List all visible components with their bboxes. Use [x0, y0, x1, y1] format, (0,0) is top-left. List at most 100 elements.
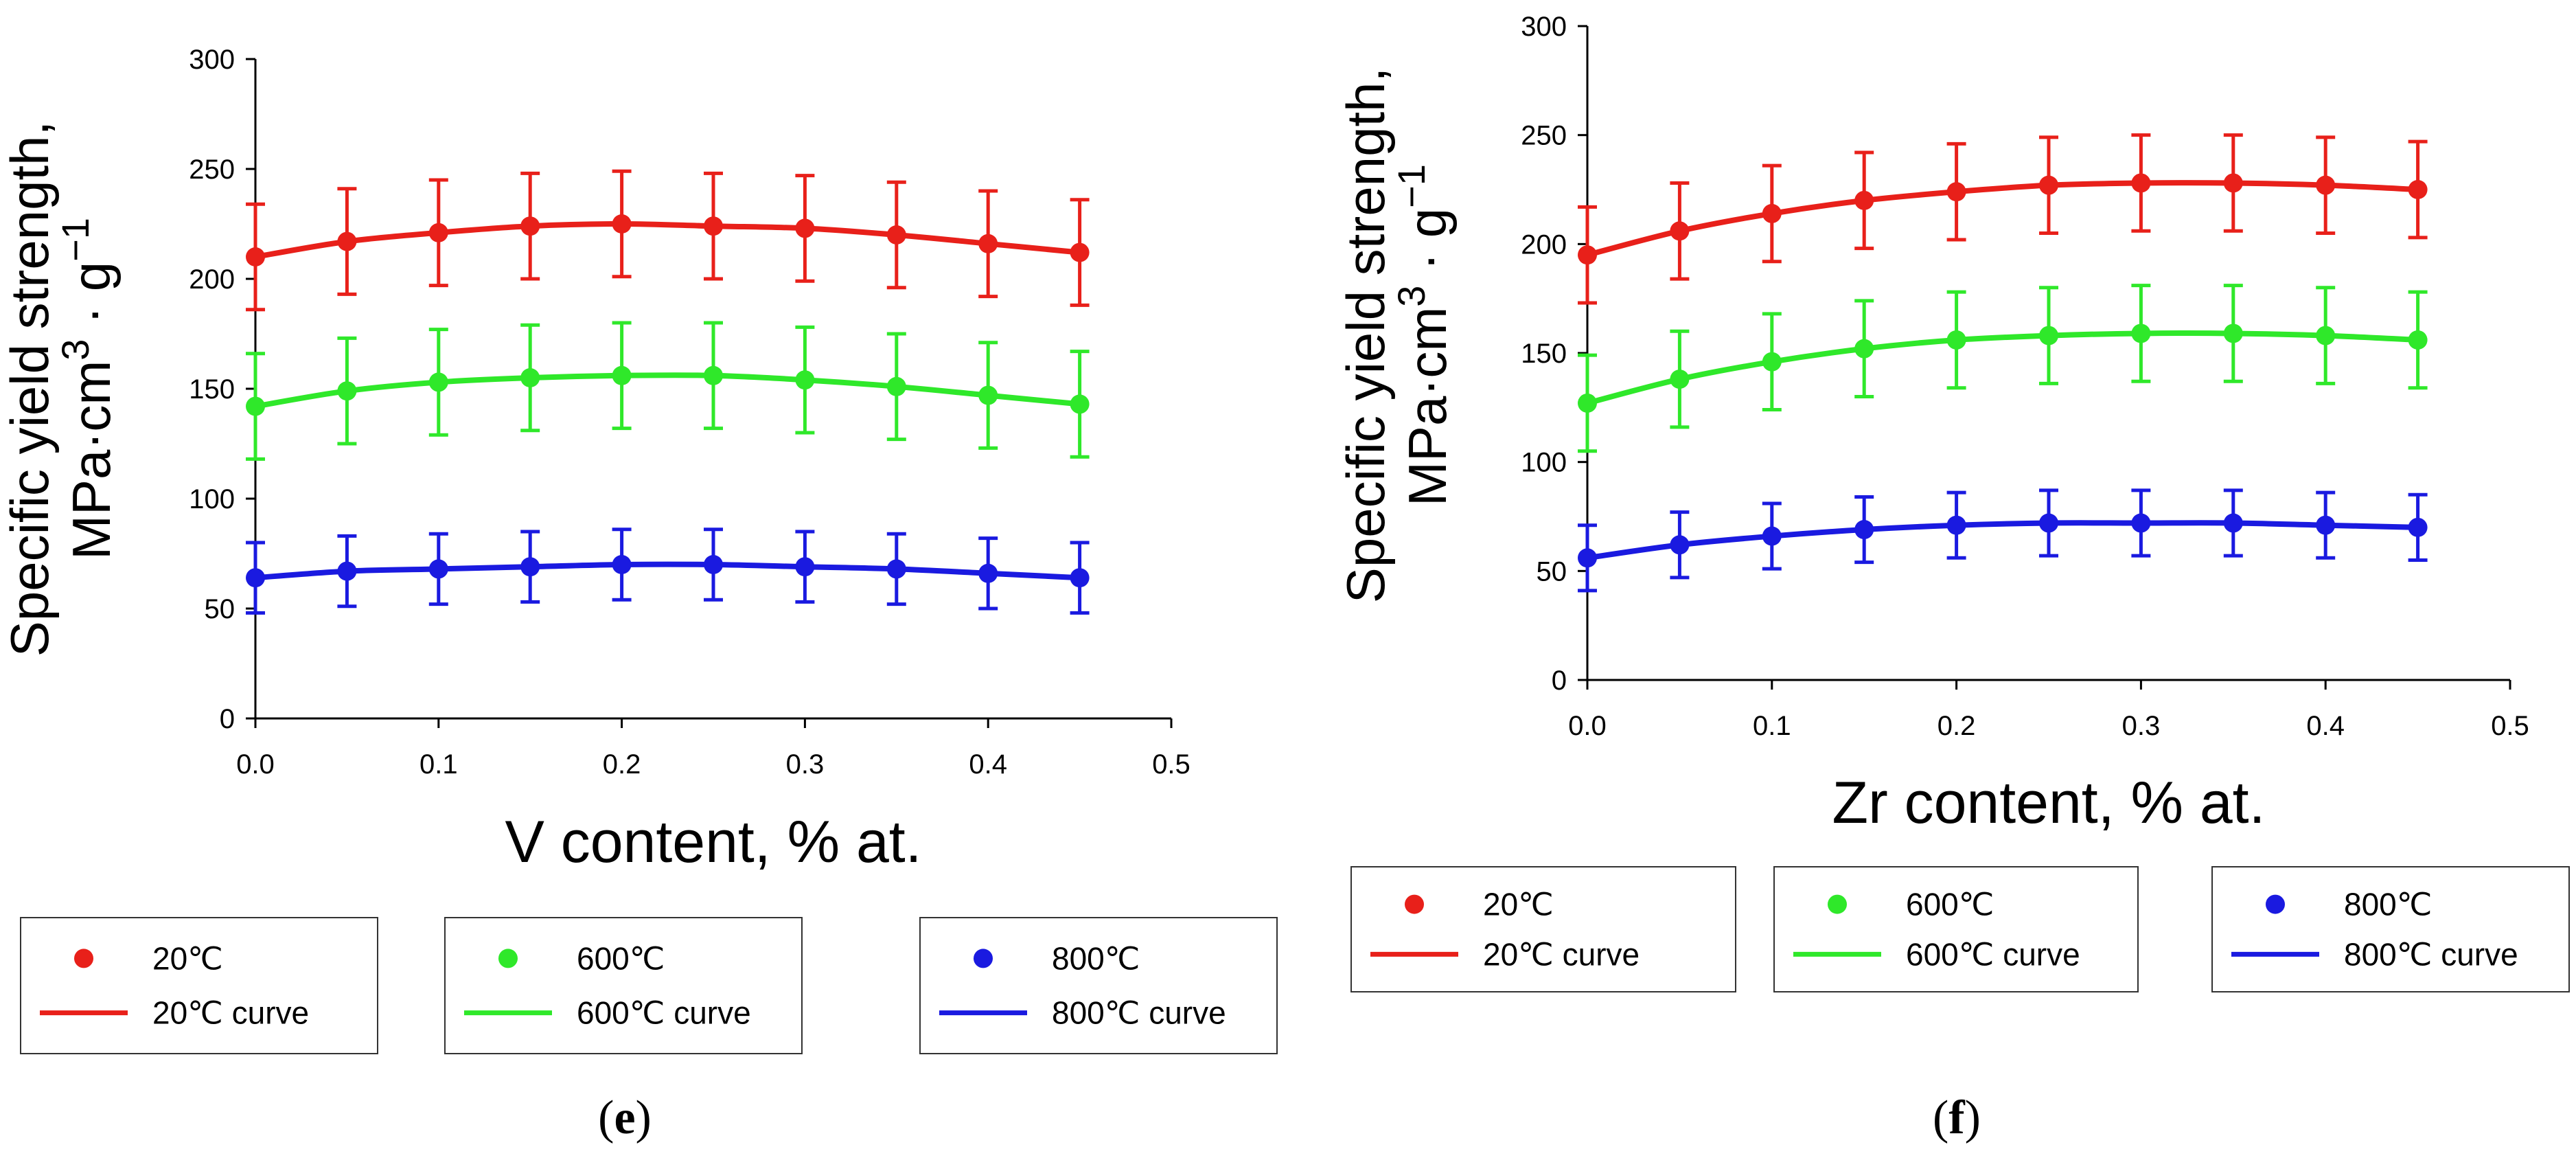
data-point	[1946, 515, 1966, 535]
x-tick-label: 0.4	[2306, 711, 2345, 741]
legend-marker	[1405, 894, 1424, 914]
y-tick-label: 300	[1521, 12, 1567, 42]
y-axis-label-line1: Specific yield strength,	[1335, 67, 1396, 603]
data-point	[886, 225, 906, 245]
x-tick-label: 0.5	[2491, 711, 2529, 741]
data-point	[2039, 513, 2058, 533]
series-0	[1578, 133, 2428, 305]
legend-frame	[20, 917, 378, 1054]
y-tick-label: 0	[1552, 666, 1567, 696]
series-curve	[255, 372, 1080, 409]
data-point	[1070, 568, 1090, 588]
legend-marker	[74, 949, 93, 968]
data-point	[246, 568, 265, 588]
series-2	[246, 527, 1090, 615]
data-point	[704, 216, 723, 236]
legend-box-1: 600℃ 600℃ curve	[444, 917, 803, 1054]
panel-caption: (e)	[598, 1091, 652, 1144]
data-point	[2316, 515, 2336, 535]
series-curve	[1586, 330, 2418, 406]
legend-label: 800℃	[1052, 940, 1140, 976]
data-point	[1070, 242, 1090, 262]
data-point	[337, 561, 357, 581]
series-curve	[255, 220, 1080, 260]
y-axis-label-line2: MPa·cm3 · g−1	[54, 218, 122, 560]
panel-caption-paren: (	[1933, 1091, 1948, 1144]
data-point	[2223, 173, 2243, 193]
data-point	[1670, 221, 1690, 241]
data-point	[428, 559, 448, 579]
x-tick-label: 0.0	[1568, 711, 1607, 741]
y-tick-label: 150	[189, 374, 235, 405]
data-point	[612, 214, 632, 234]
legend-label: 600℃ curve	[1906, 936, 2080, 972]
legend-label: 600℃ curve	[577, 995, 751, 1031]
panel-caption-paren: (	[598, 1091, 614, 1144]
data-point	[520, 368, 540, 387]
legend-label: 800℃	[2344, 887, 2432, 922]
legend-label: 600℃	[1906, 887, 1994, 922]
legend-frame	[1350, 866, 1736, 992]
x-axis-label: Zr content, % at.	[1832, 770, 2266, 836]
x-tick-label: 0.3	[2122, 711, 2161, 741]
series-0	[246, 169, 1090, 312]
series-1	[246, 321, 1090, 461]
x-tick-label: 0.0	[236, 749, 275, 780]
data-point	[520, 557, 540, 577]
data-point	[1670, 370, 1690, 389]
data-point	[1854, 339, 1874, 359]
data-point	[978, 563, 998, 583]
series-curve	[255, 561, 1080, 581]
data-point	[795, 557, 815, 577]
legend-marker	[498, 949, 518, 968]
data-point	[886, 376, 906, 396]
legend-frame	[2211, 866, 2570, 992]
data-point	[1762, 526, 1782, 546]
x-tick-label: 0.5	[1152, 749, 1191, 780]
data-point	[1946, 182, 1966, 202]
legend-box-0: 20℃ 20℃ curve	[1350, 866, 1736, 992]
panel-caption-letter: f	[1948, 1091, 1965, 1144]
legend-label: 20℃	[1483, 887, 1554, 922]
y-tick-label: 150	[1521, 339, 1567, 369]
legend-box-1: 600℃ 600℃ curve	[1773, 866, 2139, 992]
y-tick-label: 250	[1521, 121, 1567, 151]
y-tick-label: 200	[189, 264, 235, 295]
data-point	[428, 372, 448, 392]
series-curve	[1586, 180, 2418, 258]
y-axis-label-line1: Specific yield strength,	[0, 121, 60, 657]
data-point	[2131, 173, 2151, 193]
data-point	[337, 231, 357, 251]
data-point	[2223, 324, 2243, 343]
x-tick-label: 0.3	[786, 749, 825, 780]
data-point	[886, 559, 906, 579]
series-1	[1578, 284, 2428, 453]
y-axis-unit: · g	[61, 262, 122, 339]
y-axis-unit-superscript: 3	[1390, 286, 1433, 307]
series-curve	[1587, 520, 2418, 561]
legend-box-2: 800℃ 800℃ curve	[2211, 866, 2570, 992]
data-point	[1670, 535, 1690, 555]
data-point	[1578, 245, 1597, 265]
legend-label: 600℃	[577, 940, 665, 976]
series-2	[1578, 488, 2428, 593]
legend-label: 20℃ curve	[1483, 936, 1640, 972]
data-point	[520, 216, 540, 236]
y-tick-label: 50	[1537, 556, 1567, 587]
data-point	[2316, 175, 2336, 195]
data-point	[704, 555, 723, 574]
y-axis-unit: MPa·cm	[61, 361, 122, 560]
y-tick-label: 100	[1521, 448, 1567, 478]
data-point	[2131, 324, 2151, 343]
data-point	[2223, 513, 2243, 533]
data-point	[2039, 175, 2058, 195]
legend-frame	[1773, 866, 2139, 992]
data-point	[612, 555, 632, 574]
legend-label: 800℃ curve	[2344, 936, 2518, 972]
x-tick-label: 0.4	[969, 749, 1007, 780]
data-point	[1854, 190, 1874, 210]
data-point	[1762, 352, 1782, 372]
panel-caption: (f)	[1933, 1091, 1981, 1144]
legend-label: 20℃ curve	[152, 995, 309, 1031]
legend-box-2: 800℃ 800℃ curve	[919, 917, 1278, 1054]
